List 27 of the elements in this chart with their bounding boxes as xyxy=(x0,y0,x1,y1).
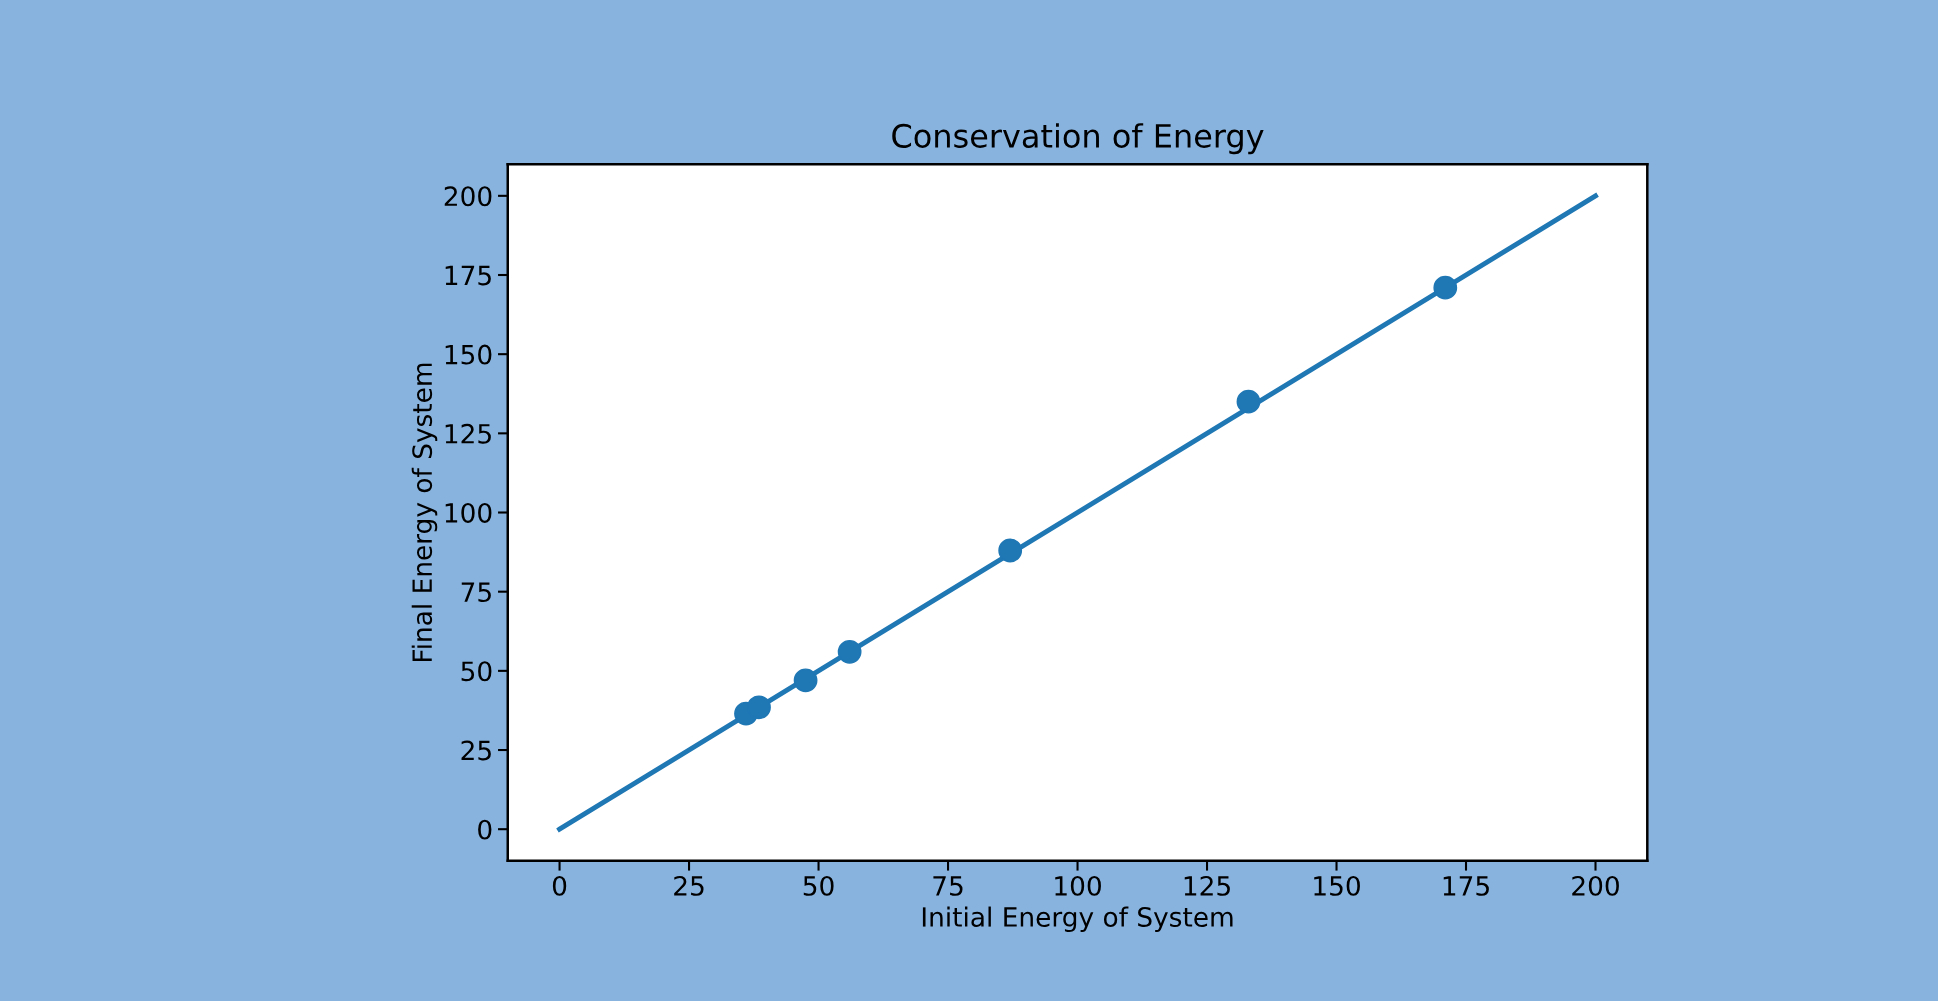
x-tick-label: 25 xyxy=(674,875,704,896)
x-tick-label: 125 xyxy=(1184,875,1230,896)
y-tick-label: 150 xyxy=(445,344,492,365)
y-tick-label: 25 xyxy=(461,740,491,761)
chart-title: Conservation of Energy xyxy=(892,123,1264,155)
x-axis-title: Initial Energy of System xyxy=(922,906,1233,933)
x-tick-label: 200 xyxy=(1572,875,1619,896)
point xyxy=(1433,275,1458,300)
y-tick-label: 0 xyxy=(478,819,492,840)
y-tick-label: 175 xyxy=(445,265,491,286)
x-tick-label: 0 xyxy=(552,875,567,896)
y-tick-label: 125 xyxy=(445,423,491,444)
x-tick-label: 150 xyxy=(1314,875,1360,896)
y-tick-label: 50 xyxy=(461,661,492,682)
point xyxy=(1236,389,1261,414)
point xyxy=(998,538,1023,563)
point xyxy=(793,668,818,693)
y-axis-title: Final Energy of System xyxy=(411,363,438,662)
x-tick-label: 75 xyxy=(933,876,963,896)
y-tick-label: 200 xyxy=(444,186,492,207)
x-tick-label: 100 xyxy=(1055,875,1101,896)
y-tick-label: 100 xyxy=(445,502,492,523)
point xyxy=(747,695,771,720)
point xyxy=(837,639,862,664)
x-tick-label: 50 xyxy=(803,875,834,896)
y-tick-label: 75 xyxy=(461,582,491,603)
x-tick-label: 175 xyxy=(1443,876,1489,896)
